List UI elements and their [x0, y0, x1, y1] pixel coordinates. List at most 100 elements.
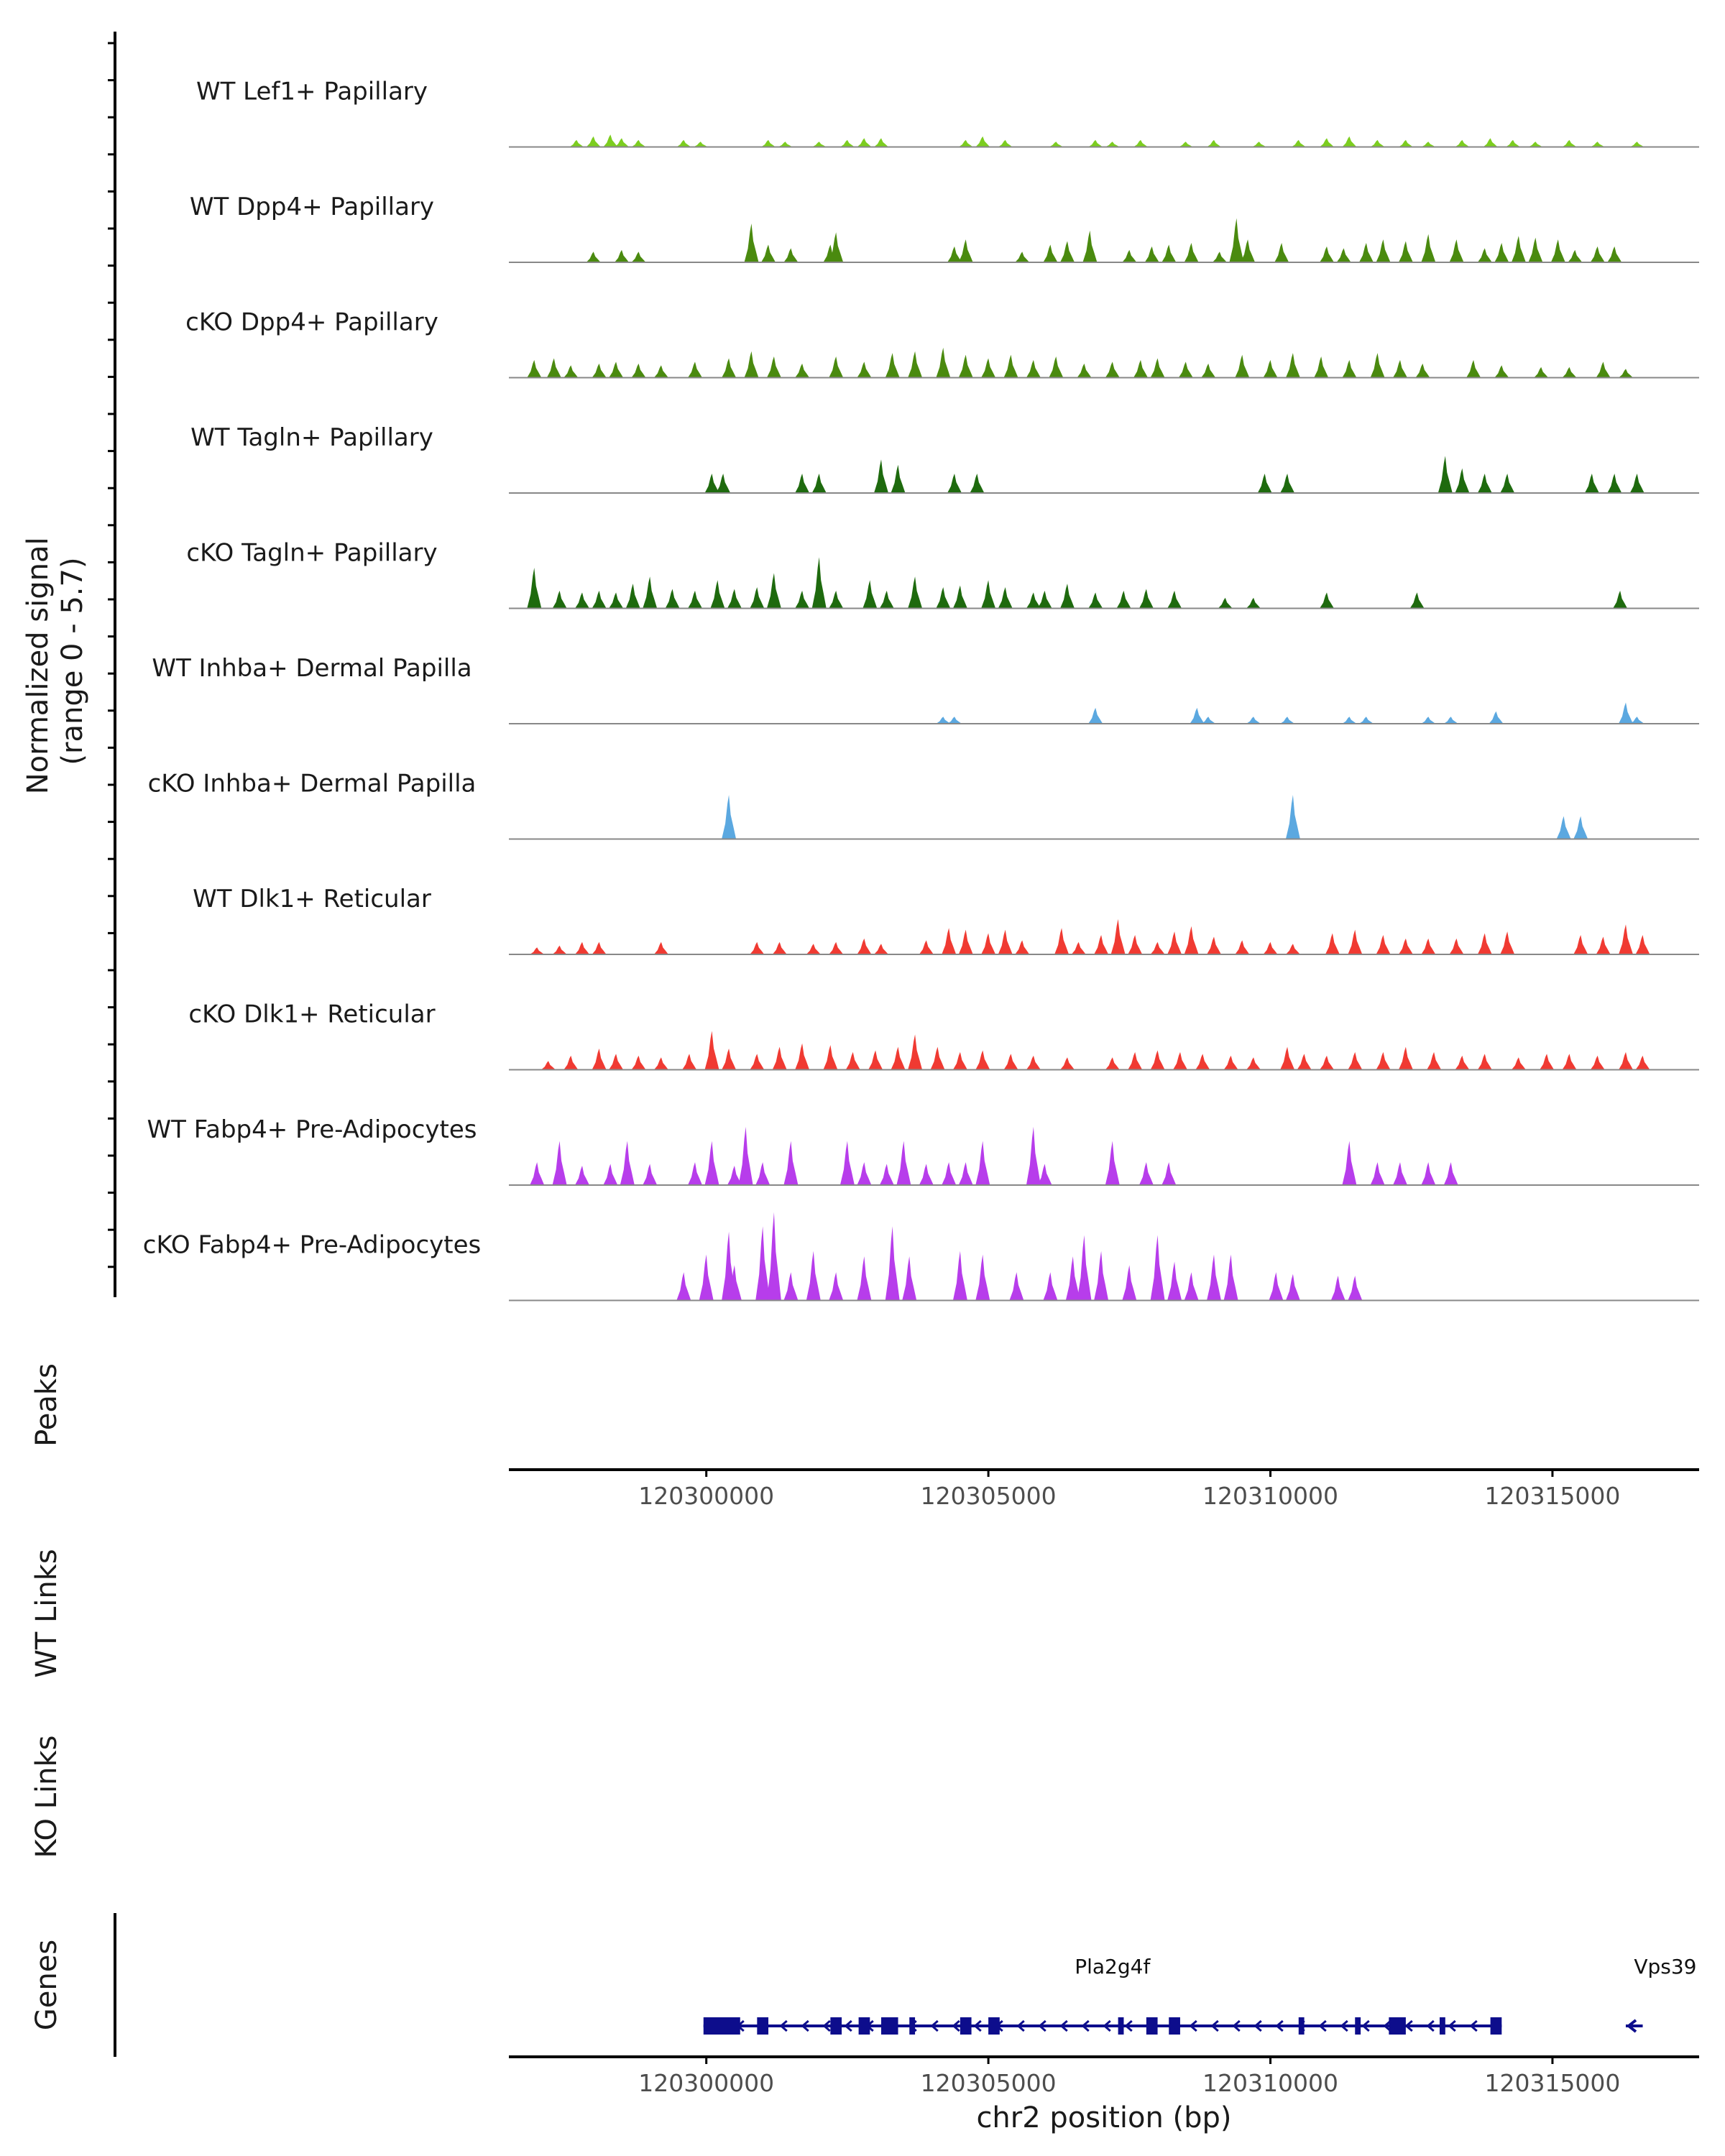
- coverage-peak: [998, 587, 1013, 609]
- track-cko-dlk1-reticular: cKO Dlk1+ Reticular: [188, 1000, 1699, 1071]
- coverage-peak: [704, 474, 719, 493]
- coverage-peak: [527, 568, 542, 609]
- gene-pla2g4f: Pla2g4f: [703, 1955, 1502, 2035]
- coverage-peak: [1370, 353, 1385, 378]
- coverage-peak: [1443, 717, 1458, 724]
- coverage-peak: [1376, 935, 1391, 954]
- genes-x-axis-ticks: 120300000 120305000 120310000 120315000: [638, 2057, 1620, 2097]
- coverage-peak: [1342, 359, 1357, 378]
- coverage-peak: [1342, 1141, 1357, 1185]
- strand-arrow: [801, 2019, 809, 2032]
- coverage-peak: [908, 576, 923, 609]
- coverage-peak: [609, 592, 624, 609]
- coverage-peak: [704, 1031, 719, 1070]
- coverage-peak: [902, 1256, 917, 1301]
- track-label: WT Tagln+ Papillary: [190, 423, 433, 452]
- coverage-peak: [1477, 933, 1492, 954]
- coverage-peak: [1178, 142, 1193, 147]
- coverage-peak: [710, 580, 725, 609]
- coverage-peak: [631, 1055, 646, 1070]
- coverage-peak: [1167, 590, 1182, 609]
- coverage-peak: [981, 358, 996, 378]
- gene-exon: [1490, 2017, 1502, 2035]
- coverage-peak: [1049, 142, 1064, 147]
- coverage-peak: [1088, 139, 1103, 147]
- coverage-peak: [1246, 597, 1261, 609]
- coverage-peak: [829, 941, 844, 954]
- track-cko-inhba-dermal-papilla: cKO Inhba+ Dermal Papilla: [148, 770, 1699, 840]
- coverage-peak: [1043, 244, 1058, 262]
- coverage-peak: [676, 139, 691, 147]
- coverage-peak: [1082, 230, 1098, 262]
- strand-arrow: [1254, 2019, 1262, 2032]
- coverage-peak: [1619, 1051, 1633, 1070]
- coverage-peak: [1269, 1272, 1284, 1301]
- coverage-peak: [1184, 1272, 1199, 1301]
- coverage-peak: [688, 361, 702, 378]
- coverage-peak: [1449, 239, 1464, 262]
- coverage-peak: [811, 557, 827, 609]
- coverage-peak: [1150, 1235, 1165, 1301]
- coverage-peak: [947, 474, 962, 493]
- coverage-peak: [750, 941, 765, 954]
- y-axis-label-line-1: Normalized signal: [22, 537, 55, 794]
- coverage-peak: [1263, 941, 1278, 954]
- coverage-peak: [1088, 592, 1103, 609]
- coverage-peak: [857, 138, 872, 147]
- coverage-peak: [1358, 243, 1374, 262]
- track-label: cKO Fabp4+ Pre-Adipocytes: [143, 1231, 482, 1260]
- y-axis-label: Normalized signal (range 0 - 5.7): [22, 528, 89, 795]
- coverage-peak: [1619, 924, 1633, 954]
- coverage-peak: [1325, 933, 1340, 954]
- coverage-peak: [783, 1272, 799, 1301]
- x-tick-label: 120315000: [1484, 2069, 1620, 2097]
- coverage-peak: [1173, 1051, 1187, 1070]
- strand-arrow: [1340, 2019, 1348, 2032]
- coverage-peak: [1229, 218, 1244, 262]
- coverage-peak: [1534, 367, 1549, 378]
- coverage-peak: [1370, 1162, 1385, 1185]
- coverage-peak: [586, 252, 601, 262]
- coverage-peak: [1511, 1057, 1526, 1070]
- coverage-peak: [829, 356, 844, 378]
- track-label-genes: Genes: [30, 1940, 63, 2030]
- coverage-peak: [1528, 237, 1543, 262]
- peaks-x-axis-ticks: 120300000 120305000 120310000 120315000: [638, 1470, 1620, 1510]
- coverage-peak: [829, 1272, 844, 1301]
- coverage-peak: [778, 142, 793, 147]
- coverage-peak: [1280, 474, 1295, 493]
- coverage-peak: [975, 1050, 990, 1070]
- coverage-peak: [609, 1054, 624, 1070]
- coverage-peak: [936, 347, 951, 378]
- coverage-peak: [970, 474, 985, 493]
- x-tick-label: 120310000: [1202, 1482, 1338, 1510]
- coverage-peak: [857, 361, 872, 378]
- coverage-peak: [1376, 1051, 1391, 1070]
- track-label-peaks: Peaks: [30, 1363, 63, 1447]
- strand-arrow: [1103, 2019, 1111, 2032]
- x-tick-label: 120305000: [921, 2069, 1057, 2097]
- coverage-peak: [1060, 584, 1075, 609]
- coverage-peak: [1590, 1055, 1605, 1070]
- coverage-peak: [704, 1141, 719, 1185]
- coverage-peak: [1015, 252, 1030, 262]
- coverage-peak: [885, 1226, 900, 1301]
- coverage-peak: [811, 142, 827, 147]
- coverage-peak: [1201, 363, 1216, 378]
- gene-exon: [1118, 2017, 1124, 2035]
- coverage-peak: [1409, 592, 1425, 609]
- coverage-peak: [919, 1164, 934, 1185]
- coverage-peak: [1477, 1054, 1492, 1070]
- coverage-peak: [761, 139, 776, 147]
- coverage-peak: [1128, 1051, 1143, 1070]
- coverage-peak: [857, 1162, 872, 1185]
- coverage-peak: [643, 576, 658, 609]
- strand-arrow: [1448, 2019, 1456, 2032]
- coverage-peak: [615, 249, 629, 262]
- coverage-peak: [750, 587, 765, 609]
- coverage-peak: [564, 365, 579, 378]
- coverage-peak: [1415, 363, 1430, 378]
- coverage-peak: [1511, 236, 1526, 262]
- coverage-peak: [1105, 1141, 1120, 1185]
- coverage-peak: [1584, 474, 1599, 493]
